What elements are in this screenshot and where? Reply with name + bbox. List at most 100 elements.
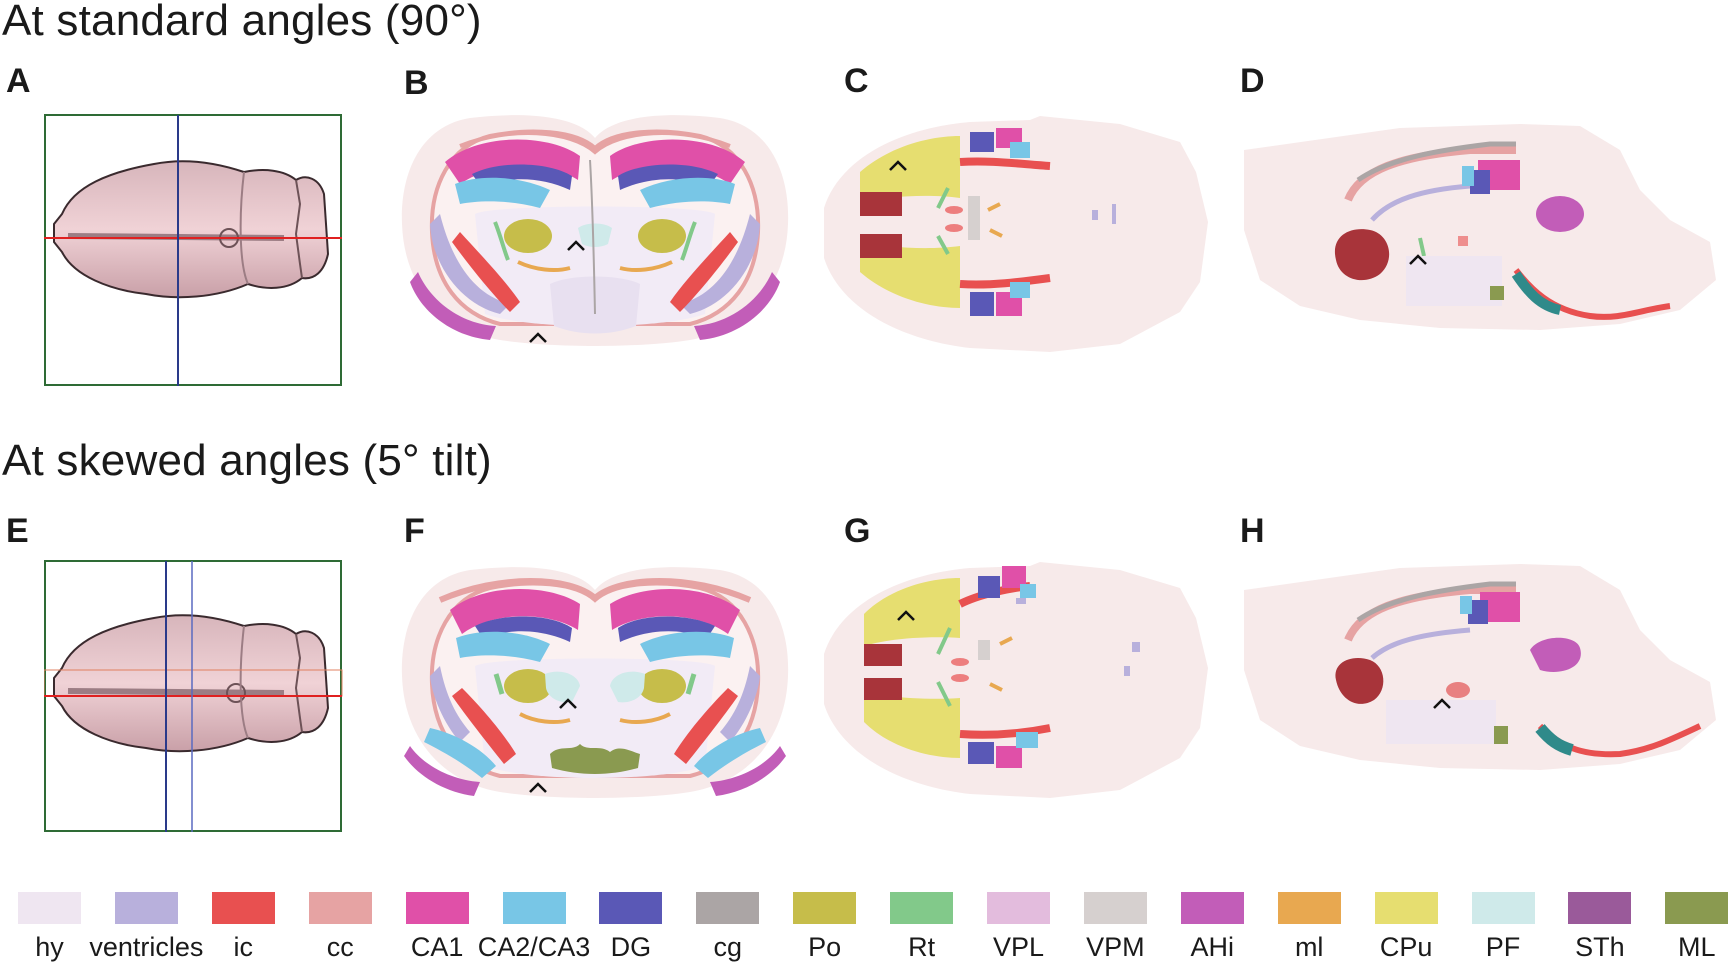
ml-block	[1494, 726, 1508, 744]
pf-center	[578, 223, 612, 247]
ca3-block	[1460, 596, 1472, 614]
ventricle-left	[430, 666, 470, 742]
panel-label-a: A	[6, 62, 31, 100]
legend-swatch	[987, 892, 1050, 924]
marker-caret	[889, 160, 907, 171]
ic-center-spot-bottom	[945, 224, 963, 232]
hy-block	[1406, 256, 1502, 306]
cpu-top	[864, 578, 960, 646]
ventricles-mark-1	[1092, 210, 1098, 220]
legend-swatch	[1665, 892, 1729, 924]
legend-swatch	[1374, 892, 1438, 924]
cpu-bottom	[864, 692, 960, 758]
legend-label: VPM	[1086, 932, 1145, 962]
ca3-left	[456, 631, 550, 662]
legend-swatch	[890, 892, 954, 924]
legend-swatch	[308, 892, 372, 924]
marker-caret-1	[567, 240, 585, 251]
legend-label: Po	[808, 932, 842, 962]
ahi-left	[410, 272, 496, 340]
legend-swatch	[1471, 892, 1535, 924]
cc-band	[438, 578, 752, 603]
vpm-center	[968, 196, 980, 240]
panel-label-d: D	[1240, 62, 1265, 100]
ventricle-left	[430, 214, 510, 314]
ic-center-spot-bottom	[951, 674, 969, 682]
ic-bottom	[959, 724, 1051, 739]
brain-dorsal-view-standard	[44, 114, 342, 386]
cpu-red-blob	[1335, 658, 1384, 704]
legend-label: cc	[326, 932, 354, 962]
ca1-top	[1002, 566, 1026, 588]
ic-spot	[1458, 236, 1468, 246]
marker-caret	[1433, 698, 1451, 709]
cpu-top	[860, 136, 960, 202]
legend-label: AHi	[1190, 932, 1235, 962]
po-left	[504, 669, 552, 703]
ca3-bottom	[1010, 282, 1030, 298]
cg-band	[1356, 581, 1516, 623]
rt-mark	[1418, 237, 1426, 257]
brain-dorsal-view-skewed	[44, 560, 343, 832]
marker-caret-2	[529, 782, 547, 793]
ventricles-mark-2	[1132, 642, 1140, 652]
cg-midline	[589, 159, 596, 315]
coronal-section-standard	[401, 115, 789, 346]
marker-caret	[1409, 254, 1427, 265]
marker-caret-1	[559, 698, 577, 709]
ca3-lower-left	[424, 728, 496, 778]
ventricles-arc	[1370, 627, 1471, 660]
legend-label: CA1	[410, 932, 464, 962]
cpu-red-blob	[1334, 229, 1390, 281]
rt-right	[685, 673, 697, 695]
ic-left	[452, 232, 520, 312]
ventricle-right	[720, 666, 760, 742]
panel-label-e: E	[6, 512, 29, 550]
legend-swatch	[18, 892, 81, 924]
ca3-top	[1020, 584, 1036, 598]
legend-swatch	[696, 892, 760, 924]
coronal-section-skewed	[401, 567, 789, 798]
teal-tail	[1511, 271, 1562, 315]
ic-center-spot-top	[945, 206, 963, 214]
brain-surface-shape	[53, 160, 330, 299]
brain-surface-shape	[53, 614, 330, 753]
legend-swatch	[1277, 892, 1341, 924]
marker-caret-2	[529, 332, 547, 343]
teal-tail	[1535, 724, 1574, 756]
ic-top	[959, 157, 1051, 170]
ca1-left	[450, 588, 580, 634]
legend-swatch	[1180, 892, 1244, 924]
ca3-lower-right	[694, 728, 766, 778]
ca3-right	[640, 631, 734, 662]
ventricles-mark-3	[1124, 666, 1130, 676]
panel-label-f: F	[404, 512, 425, 550]
ahi-top-block	[864, 644, 902, 666]
cc-band	[459, 131, 731, 155]
pf-right	[610, 671, 645, 703]
rt-left	[493, 221, 510, 261]
ic-right	[670, 232, 738, 312]
ca3-right	[640, 177, 735, 208]
legend-swatch	[1083, 892, 1147, 924]
panel-label-b: B	[404, 64, 429, 102]
ahi-top-block	[860, 192, 902, 216]
dg-bottom	[968, 742, 994, 764]
legend-label: DG	[610, 932, 652, 962]
dg-bottom	[970, 292, 994, 316]
dg-right	[618, 164, 718, 190]
dg-right	[618, 616, 715, 642]
horizontal-section-standard	[824, 116, 1208, 352]
legend-swatch	[502, 892, 566, 924]
color-legend: hy ventricles ic cc CA1 CA2/CA3 DG cg Po Rt VPL VPM…	[0, 892, 1733, 968]
legend-label: CA2/CA3	[477, 932, 591, 962]
legend-swatch	[405, 892, 469, 924]
ahi-right	[710, 746, 786, 796]
ahi-blob	[1536, 196, 1584, 232]
legend-label: ML	[1678, 932, 1716, 962]
skewed-angles-title: At skewed angles (5° tilt)	[2, 436, 492, 485]
ml-right	[619, 712, 671, 724]
legend-label: ventricles	[89, 932, 204, 962]
ml-strokes	[987, 202, 1003, 238]
ventricles-mark-1	[1016, 598, 1026, 604]
